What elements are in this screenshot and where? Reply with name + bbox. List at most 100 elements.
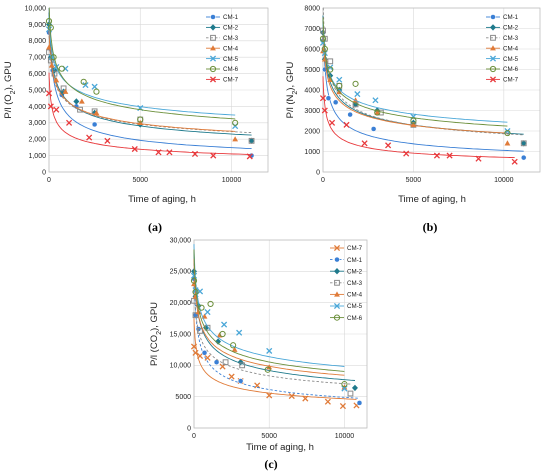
y-tick-label: 10,000 <box>25 5 47 12</box>
trend-line <box>48 31 252 134</box>
x-tick-label: 0 <box>192 433 196 440</box>
data-point <box>204 354 211 361</box>
legend-item: CM-5 <box>330 302 363 310</box>
data-point <box>207 300 214 308</box>
data-point <box>341 381 348 388</box>
chart-panel-1: 0 1,000 2,000 3,000 4,000 5,000 6,000 7,000 8,00… <box>3 5 269 234</box>
data-point <box>319 35 327 42</box>
data-point <box>93 88 100 95</box>
y-tick-label: 5,000 <box>28 87 46 94</box>
data-point <box>327 64 334 71</box>
data-point <box>433 152 440 159</box>
x-tick-label: 5000 <box>261 433 277 440</box>
x-axis-label: Time of aging, h <box>128 194 196 205</box>
legend-label: CM-5 <box>347 303 363 310</box>
legend: CM-7 CM-1 CM-2 CM-3 CM-4 CM-5 CM-6 <box>330 244 363 322</box>
y-tick-label: 0 <box>316 169 320 176</box>
data-point <box>374 109 381 116</box>
data-point <box>222 359 229 366</box>
series-cm-4 <box>46 28 239 142</box>
data-point <box>60 85 67 92</box>
data-point <box>327 66 334 73</box>
legend-item: CM-1 <box>330 257 363 264</box>
data-point <box>248 137 255 144</box>
data-point <box>137 116 144 123</box>
x-tick-label: 10000 <box>335 433 355 440</box>
data-point <box>53 106 60 113</box>
legend-label: CM-6 <box>503 66 519 73</box>
chart-panel-3: 0 5000 10,000 15,000 20,000 25,000 30,000 0 5000… <box>149 237 368 471</box>
data-point <box>254 382 261 389</box>
legend-item: CM-7 <box>330 244 363 252</box>
legend-item: CM-4 <box>486 45 519 52</box>
legend-item: CM-2 <box>486 24 519 32</box>
x-tick-label: 10000 <box>494 177 514 184</box>
trend-line <box>322 27 508 134</box>
data-point <box>192 312 199 319</box>
data-point <box>266 364 273 370</box>
data-point <box>192 349 199 356</box>
x-axis-label: Time of aging, h <box>398 194 466 205</box>
y-tick-label: 4,000 <box>28 104 46 111</box>
legend-marker <box>334 268 340 275</box>
data-point <box>190 272 198 279</box>
plot-area <box>322 7 541 173</box>
data-point <box>302 395 309 402</box>
data-point <box>351 384 358 392</box>
x-tick-label: 5000 <box>132 177 148 184</box>
data-point <box>86 134 93 141</box>
data-point <box>91 83 98 90</box>
legend-label: CM-3 <box>347 280 363 287</box>
legend-label: CM-6 <box>223 66 239 73</box>
data-point <box>239 362 246 369</box>
data-point <box>192 288 199 296</box>
data-point <box>328 119 336 126</box>
data-point <box>46 49 52 56</box>
legend-marker <box>490 24 496 31</box>
series-cm-5 <box>190 244 348 392</box>
legend-marker <box>490 14 496 20</box>
y-tick-label: 0 <box>42 169 46 176</box>
series-cm-7 <box>45 72 253 160</box>
legend-label: CM-2 <box>223 25 239 32</box>
y-axis-label: P/l (O2), GPU <box>3 61 17 118</box>
trend-line <box>193 259 345 376</box>
data-point <box>266 392 273 399</box>
data-point <box>231 346 238 352</box>
y-axis-label: P/l (CO2), GPU <box>149 302 163 366</box>
data-point <box>385 142 392 149</box>
legend-item: CM-5 <box>206 55 239 63</box>
legend-marker <box>210 24 216 31</box>
legend-marker <box>209 55 217 62</box>
legend-item: CM-7 <box>206 76 239 84</box>
legend-label: CM-2 <box>347 268 363 275</box>
data-point <box>321 45 328 53</box>
data-point <box>266 347 273 354</box>
data-point <box>66 119 73 126</box>
legend-marker <box>489 76 497 83</box>
legend-label: CM-6 <box>347 315 363 322</box>
series-cm-1 <box>191 263 363 406</box>
y-tick-label: 0 <box>187 425 191 432</box>
data-point <box>131 145 138 153</box>
data-point <box>47 24 54 31</box>
data-point <box>475 155 482 162</box>
y-tick-label: 8,000 <box>28 38 46 45</box>
data-point <box>336 76 343 83</box>
data-point <box>321 107 328 114</box>
y-tick-label: 7000 <box>304 26 320 33</box>
y-tick-label: 5000 <box>175 394 191 401</box>
data-point <box>410 121 417 128</box>
data-point <box>504 140 511 146</box>
legend-marker <box>210 34 216 41</box>
legend-marker <box>209 76 217 83</box>
y-tick-label: 15,000 <box>170 331 192 338</box>
y-tick-label: 6,000 <box>28 71 46 78</box>
y-tick-label: 7,000 <box>28 55 46 62</box>
data-point <box>520 154 527 161</box>
legend-item: CM-6 <box>486 65 519 73</box>
series-cm-5 <box>319 23 511 135</box>
trend-line <box>193 279 351 385</box>
legend-label: CM-7 <box>223 77 239 84</box>
